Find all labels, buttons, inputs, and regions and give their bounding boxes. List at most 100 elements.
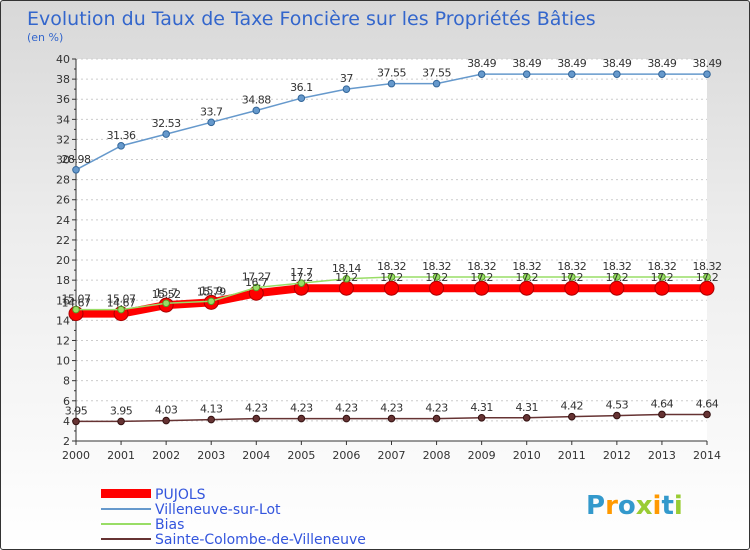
data-point: [117, 142, 125, 150]
data-label: 15.79: [197, 285, 226, 298]
y-tick-label: 40: [56, 53, 70, 66]
data-point: [613, 273, 621, 281]
data-label: 4.64: [651, 397, 674, 410]
data-point: [342, 414, 351, 423]
data-point: [252, 414, 261, 423]
data-label: 37.55: [422, 67, 451, 80]
logo-letter: x: [635, 491, 653, 521]
x-tick-label: 2002: [152, 449, 180, 462]
data-point: [699, 280, 715, 296]
data-label: 18.32: [647, 260, 676, 273]
data-point: [432, 414, 441, 423]
data-point: [613, 411, 621, 420]
data-point: [567, 70, 576, 78]
y-tick-label: 6: [63, 395, 70, 408]
logo-letter: t: [661, 491, 674, 521]
data-point: [432, 79, 441, 88]
data-label: 4.53: [606, 399, 629, 412]
data-label: 18.32: [422, 260, 451, 273]
logo-letter: o: [617, 491, 636, 521]
grid-layer: [76, 58, 707, 442]
data-point: [564, 280, 580, 296]
legend-label: PUJOLS: [155, 487, 206, 503]
x-tick-label: 2010: [513, 449, 541, 462]
data-point: [72, 417, 80, 426]
data-label: 17.2: [380, 271, 403, 284]
data-point: [297, 279, 306, 287]
proxiti-logo: Proxiti: [586, 491, 683, 521]
data-label: 31.36: [107, 129, 136, 142]
x-tick-label: 2014: [693, 449, 721, 462]
legend-label: Villeneuve-sur-Lot: [155, 502, 281, 518]
data-label: 4.13: [200, 403, 223, 416]
data-point: [609, 280, 625, 296]
data-label: 28.98: [62, 153, 91, 166]
data-label: 4.23: [245, 402, 268, 415]
y-tick-label: 16: [56, 294, 70, 307]
data-label: 18.32: [602, 260, 631, 273]
data-point: [342, 274, 351, 283]
data-point: [522, 70, 531, 78]
x-tick-label: 2005: [287, 449, 315, 462]
data-label: 4.23: [425, 402, 448, 415]
data-point: [522, 413, 531, 422]
data-label: 18.32: [557, 260, 586, 273]
data-label: 14.67: [107, 297, 136, 310]
data-point: [297, 94, 306, 103]
data-label: 17.2: [470, 271, 493, 284]
data-label: 38.49: [512, 57, 541, 70]
data-label: 4.64: [696, 397, 719, 410]
series-bias: [72, 273, 711, 314]
x-tick-label: 2012: [603, 449, 631, 462]
data-point: [72, 305, 80, 314]
data-point: [477, 273, 486, 281]
logo-letter: r: [605, 491, 618, 521]
logo-letter: i: [652, 491, 662, 521]
x-tick-label: 2008: [423, 449, 451, 462]
data-label: 33.7: [200, 105, 223, 118]
x-tick-label: 2007: [378, 449, 406, 462]
x-tick-label: 2013: [648, 449, 676, 462]
x-tick-label: 2006: [332, 449, 360, 462]
y-tick-label: 22: [56, 234, 70, 247]
data-label: 18.32: [377, 260, 406, 273]
data-label: 37: [340, 72, 353, 85]
x-tick-label: 2003: [197, 449, 225, 462]
data-point: [703, 410, 711, 419]
data-label: 4.23: [290, 402, 313, 415]
label-layer: 28.98 31.36 32.53 33.7 34.88 36.1 37 37.55 37.55…: [62, 57, 723, 417]
y-tick-label: 4: [63, 415, 70, 428]
data-label: 38.49: [557, 57, 586, 70]
data-label: 17.2: [515, 271, 538, 284]
data-label: 4.42: [561, 400, 584, 413]
data-label: 17.7: [290, 266, 313, 279]
legend-swatch: [101, 489, 151, 498]
logo-letter: i: [673, 491, 683, 521]
y-tick-label: 32: [56, 133, 70, 146]
data-label: 15.7: [155, 286, 178, 299]
data-label: 17.2: [425, 271, 448, 284]
data-point: [162, 130, 170, 138]
y-tick-label: 12: [56, 334, 70, 347]
chart-title: Evolution du Taux de Taxe Foncière sur l…: [27, 8, 596, 30]
x-tick-label: 2009: [468, 449, 496, 462]
data-label: 4.23: [380, 402, 403, 415]
y-tick-label: 8: [63, 375, 70, 388]
data-point: [207, 415, 216, 424]
data-point: [162, 299, 170, 308]
x-tick-label: 2000: [62, 449, 90, 462]
data-label: 17.2: [335, 271, 358, 284]
data-point: [162, 416, 170, 425]
data-point: [703, 70, 711, 78]
data-point: [297, 414, 306, 423]
data-point: [477, 413, 486, 422]
legend: PUJOLSVilleneuve-sur-LotBiasSainte-Colom…: [101, 487, 366, 548]
data-point: [613, 70, 621, 78]
data-label: 38.49: [602, 57, 631, 70]
y-tick-label: 36: [56, 93, 70, 106]
data-label: 17.27: [242, 270, 271, 283]
data-point: [658, 70, 666, 78]
data-label: 3.95: [110, 404, 133, 417]
data-point: [429, 280, 445, 296]
data-label: 16.7: [245, 276, 268, 289]
